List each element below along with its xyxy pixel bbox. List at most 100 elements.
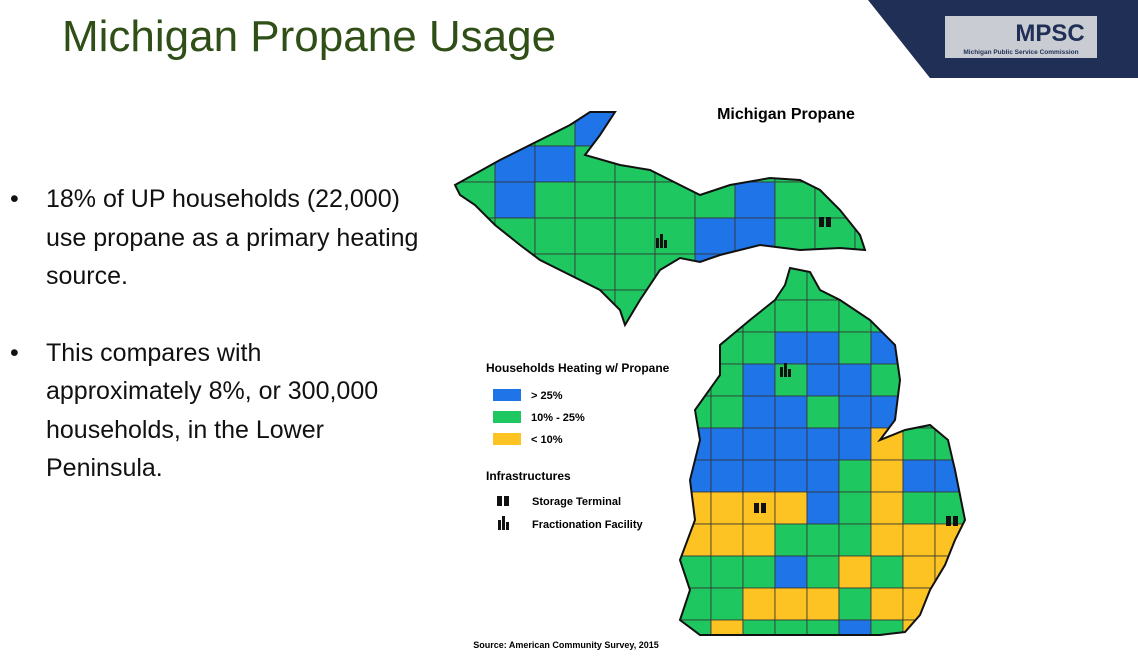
county [742,587,776,621]
legend-label: Storage Terminal [532,496,621,508]
county [806,587,840,621]
county [680,331,712,365]
legend-swatch [493,433,521,445]
county [967,556,999,588]
county [806,555,840,589]
county [902,299,936,333]
county [710,523,744,557]
county [455,253,496,291]
legend-title: Households Heating w/ Propane [486,361,670,375]
county [455,145,496,183]
county [494,181,536,219]
legend-icon [502,516,505,530]
county [814,181,856,219]
county [934,268,965,301]
county [734,217,776,255]
county [734,145,776,183]
county [838,587,872,621]
county [967,620,999,652]
county [838,395,872,429]
county [838,363,872,397]
county [902,555,936,589]
county [710,587,744,621]
county [934,395,965,429]
county [614,217,656,255]
county [574,289,616,325]
county [967,332,999,364]
county [494,253,536,291]
county [870,587,904,621]
county [774,459,808,493]
legend-icon [498,520,501,530]
county [854,145,865,183]
county [680,459,712,493]
county [694,181,736,219]
county [455,217,496,255]
lower-peninsula [680,268,999,652]
county [710,619,744,635]
county [967,588,999,620]
county [774,427,808,461]
county [967,524,999,556]
county [902,395,936,429]
county [734,181,776,219]
county [870,268,904,301]
county [934,331,965,365]
county [806,363,840,397]
county [680,363,712,397]
county [854,112,865,147]
county [614,253,656,291]
lp-outline [678,266,967,636]
infrastructure-title: Infrastructures [486,469,571,483]
legend-icon [506,522,509,530]
county [934,459,965,493]
county [967,268,999,300]
slide-title: Michigan Propane Usage [62,12,557,61]
county [902,491,936,525]
legend-swatch [493,411,521,423]
bullet: 18% of UP households (22,000) use propan… [10,180,420,296]
logo-subtitle: Michigan Public Service Commission [963,49,1078,56]
legend-swatch [493,389,521,401]
county [774,523,808,557]
county [614,181,656,219]
county [694,253,736,291]
county [494,112,536,147]
county [814,253,856,291]
county [534,217,576,255]
county [838,268,872,301]
county [774,145,816,183]
county [534,145,576,183]
facility-icons [656,217,958,526]
county [870,555,904,589]
county [455,112,496,147]
county [734,253,776,291]
county [934,587,965,621]
county [806,395,840,429]
county [742,331,776,365]
county [806,427,840,461]
county [742,555,776,589]
county [838,299,872,333]
county [710,555,744,589]
county [680,427,712,461]
county [838,459,872,493]
county [870,619,904,635]
county [902,363,936,397]
county [774,181,816,219]
county [614,112,656,147]
legend-box [480,356,666,540]
logo-text: MPSC [1015,20,1084,47]
county [806,299,840,333]
county [902,331,936,365]
county [710,268,744,301]
county [494,289,536,325]
county [967,492,999,524]
county [838,523,872,557]
county [710,395,744,429]
county [742,268,776,301]
county [742,523,776,557]
county [838,555,872,589]
county [574,145,616,183]
